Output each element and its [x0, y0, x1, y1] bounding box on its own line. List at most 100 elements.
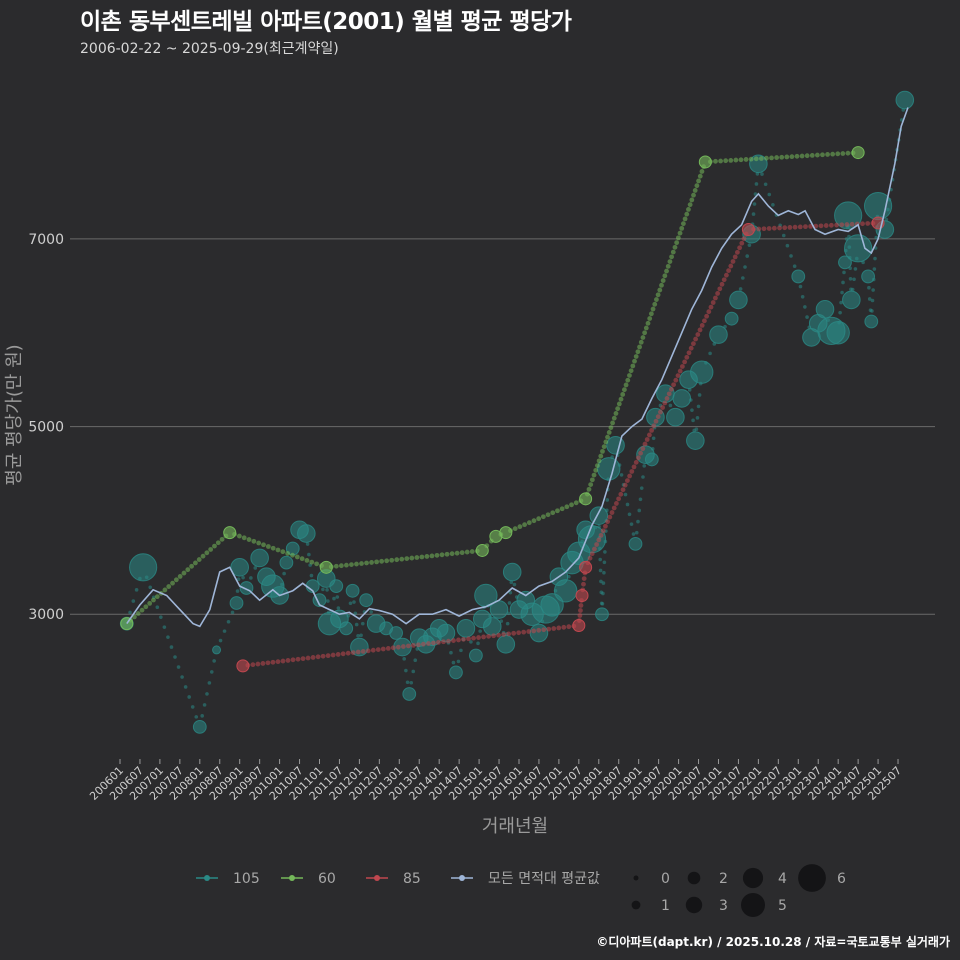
connector-dot — [738, 157, 744, 163]
connector-dot — [623, 382, 629, 388]
connector-dot — [204, 550, 210, 556]
connector-dot — [814, 152, 820, 158]
connector-dot — [411, 669, 416, 674]
connector-dot — [723, 158, 729, 164]
connector-dot — [726, 268, 732, 274]
connector-dot — [478, 629, 482, 633]
connector-dot — [658, 409, 663, 415]
connector-dot — [667, 259, 673, 264]
connector-dot — [436, 639, 441, 645]
connector-dot — [771, 202, 775, 207]
connector-dot — [764, 155, 769, 161]
connector-dot — [603, 523, 608, 529]
connector-dot — [345, 650, 351, 656]
connector-dot — [695, 416, 700, 420]
connector-dot — [166, 635, 170, 639]
connector-dot — [352, 600, 356, 604]
connector-dot — [469, 640, 473, 644]
legend-size-label: 6 — [837, 871, 846, 887]
connector-dot — [611, 415, 617, 421]
connector-dot — [215, 540, 221, 546]
connector-dot — [602, 570, 606, 575]
connector-dot — [620, 487, 626, 493]
connector-dot — [476, 635, 481, 640]
y-tick-label: 3000 — [28, 607, 64, 623]
connector-dot — [618, 491, 624, 497]
connector-dot — [235, 589, 240, 593]
connector-dot — [645, 320, 651, 326]
connector-dot — [194, 715, 199, 719]
connector-dot — [200, 714, 204, 718]
connector-dot — [640, 335, 646, 340]
connector-dot — [183, 685, 188, 689]
connector-dot — [627, 473, 633, 479]
connector-dot — [270, 545, 276, 551]
connector-dot — [799, 153, 805, 159]
connector-dot — [230, 610, 235, 615]
series-105-point — [724, 311, 739, 326]
connector-dot — [616, 496, 622, 502]
connector-dot — [402, 657, 406, 661]
connector-dot — [603, 439, 609, 445]
connector-dot — [193, 560, 198, 566]
connector-dot — [804, 153, 810, 159]
connector-dot — [686, 350, 692, 356]
connector-dot — [522, 522, 527, 528]
connector-dot — [202, 703, 207, 707]
connector-dot — [838, 310, 842, 315]
connector-dot — [596, 537, 602, 543]
connector-dot — [668, 403, 673, 408]
series-105-point — [389, 626, 403, 640]
series-105-point — [595, 607, 609, 622]
connector-dot — [496, 632, 502, 638]
connector-dot — [638, 450, 644, 456]
connector-dot — [825, 152, 830, 157]
connector-dot — [413, 658, 418, 663]
series-60-point — [475, 543, 489, 557]
connector-dot — [420, 641, 426, 647]
connector-dot — [680, 364, 685, 369]
connector-dot — [842, 270, 846, 275]
connector-dot — [696, 178, 701, 184]
connector-dot — [486, 633, 491, 639]
connector-dot — [721, 277, 727, 283]
connector-dot — [747, 243, 752, 247]
connector-dot — [805, 315, 809, 319]
connector-dot — [601, 444, 607, 450]
connector-dot — [818, 223, 824, 229]
connector-dot — [508, 590, 513, 595]
series-85-point — [236, 659, 250, 673]
connector-dot — [326, 599, 330, 603]
connector-dot — [222, 629, 227, 633]
connector-dot — [410, 642, 416, 648]
series-85-point — [741, 223, 755, 237]
connector-dot — [873, 256, 877, 261]
series-105-point — [589, 506, 609, 526]
connector-dot — [131, 599, 136, 603]
connector-dot — [181, 570, 187, 576]
connector-dot — [501, 632, 507, 637]
connector-dot — [209, 670, 214, 674]
connector-dot — [517, 524, 523, 530]
connector-dot — [679, 225, 685, 231]
connector-dot — [649, 427, 655, 433]
connector-dot — [621, 387, 627, 393]
connector-dot — [159, 615, 163, 619]
connector-dot — [845, 150, 851, 156]
connector-dot — [733, 157, 739, 163]
connector-dot — [506, 631, 512, 637]
connector-dot — [350, 650, 356, 656]
connector-dot — [250, 662, 256, 668]
connector-dot — [657, 287, 663, 293]
legend-size-label: 3 — [719, 898, 728, 914]
connector-dot — [697, 173, 703, 179]
connector-dot — [641, 475, 645, 479]
connector-dot — [642, 441, 648, 447]
connector-dot — [162, 625, 167, 629]
legend-size-dot — [631, 900, 641, 910]
connector-dot — [860, 221, 865, 227]
connector-dot — [598, 568, 603, 573]
connector-dot — [872, 267, 877, 271]
connector-dot — [732, 254, 738, 260]
connector-dot — [594, 542, 600, 547]
